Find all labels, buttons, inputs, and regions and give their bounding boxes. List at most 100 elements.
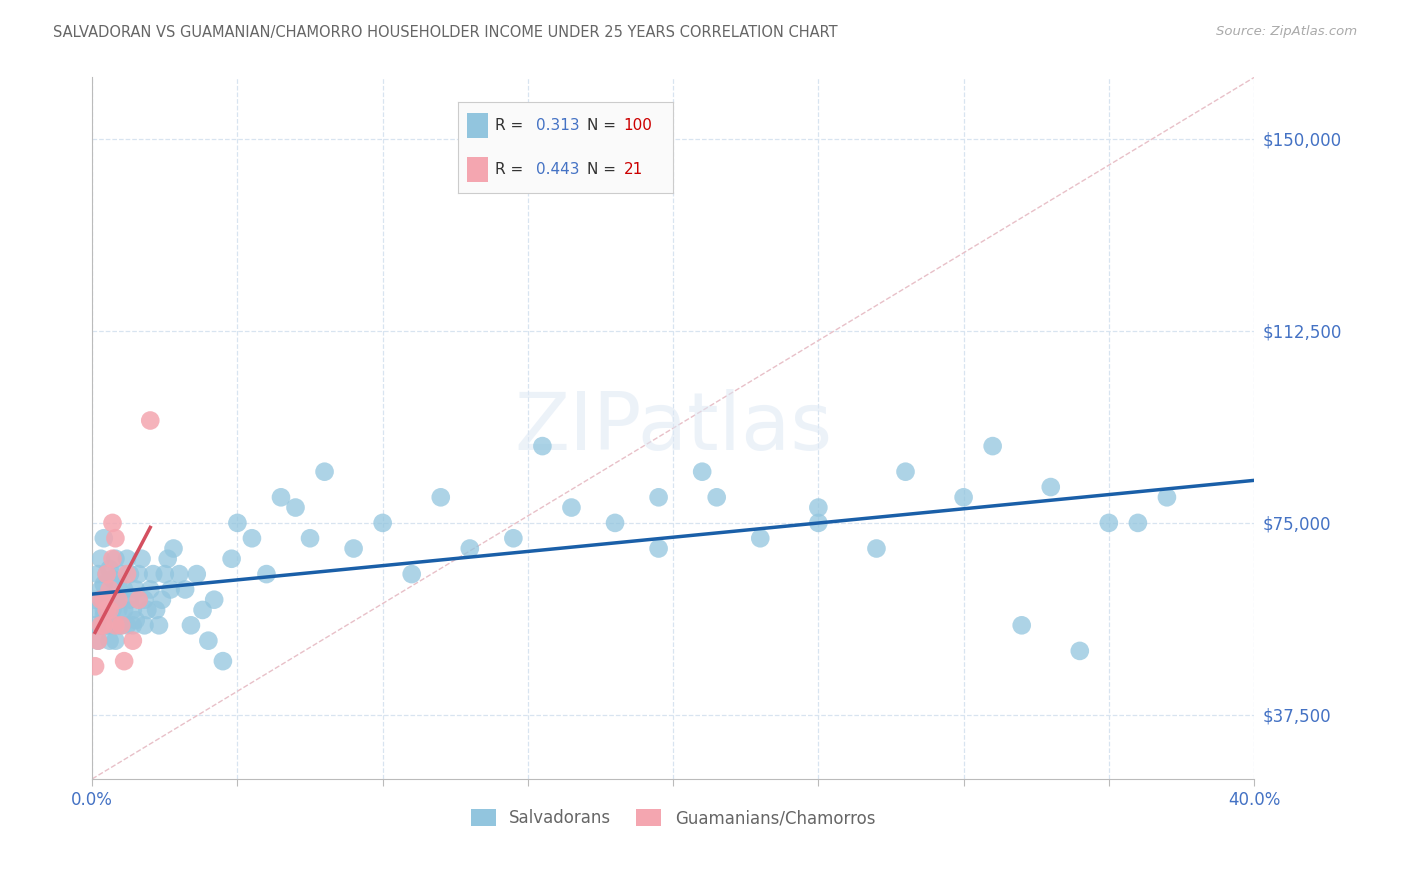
Point <box>84 592 107 607</box>
Point <box>112 654 135 668</box>
Point <box>93 592 115 607</box>
Point <box>221 551 243 566</box>
Point <box>128 567 150 582</box>
Point <box>121 603 143 617</box>
Point <box>156 551 179 566</box>
Point <box>1039 480 1062 494</box>
Point <box>104 531 127 545</box>
Point <box>256 567 278 582</box>
Point <box>647 541 669 556</box>
Point <box>110 592 132 607</box>
Point <box>1011 618 1033 632</box>
Point <box>128 592 150 607</box>
Point <box>159 582 181 597</box>
Point <box>371 516 394 530</box>
Point <box>1156 491 1178 505</box>
Point <box>121 618 143 632</box>
Point <box>90 592 112 607</box>
Point <box>90 592 112 607</box>
Point <box>749 531 772 545</box>
Point <box>107 592 129 607</box>
Point <box>458 541 481 556</box>
Point <box>93 608 115 623</box>
Point <box>90 551 112 566</box>
Point <box>153 567 176 582</box>
Point <box>87 603 110 617</box>
Point <box>104 633 127 648</box>
Point <box>110 618 132 632</box>
Point <box>139 413 162 427</box>
Point <box>1069 644 1091 658</box>
Point <box>342 541 364 556</box>
Point <box>145 603 167 617</box>
Point <box>112 582 135 597</box>
Point <box>110 618 132 632</box>
Legend: Salvadorans, Guamanians/Chamorros: Salvadorans, Guamanians/Chamorros <box>464 802 882 834</box>
Point <box>136 603 159 617</box>
Point <box>186 567 208 582</box>
Point <box>169 567 191 582</box>
Point <box>191 603 214 617</box>
Point <box>101 516 124 530</box>
Point <box>96 603 118 617</box>
Point <box>118 592 141 607</box>
Point <box>1098 516 1121 530</box>
Point <box>93 618 115 632</box>
Point <box>128 592 150 607</box>
Point <box>96 592 118 607</box>
Point <box>107 577 129 591</box>
Point <box>93 603 115 617</box>
Point <box>134 592 156 607</box>
Point <box>894 465 917 479</box>
Point <box>401 567 423 582</box>
Point <box>93 577 115 591</box>
Point <box>647 491 669 505</box>
Point <box>90 582 112 597</box>
Point <box>101 551 124 566</box>
Text: Source: ZipAtlas.com: Source: ZipAtlas.com <box>1216 25 1357 38</box>
Text: SALVADORAN VS GUAMANIAN/CHAMORRO HOUSEHOLDER INCOME UNDER 25 YEARS CORRELATION C: SALVADORAN VS GUAMANIAN/CHAMORRO HOUSEHO… <box>53 25 838 40</box>
Point <box>96 567 118 582</box>
Point <box>174 582 197 597</box>
Point <box>96 603 118 617</box>
Point <box>96 567 118 582</box>
Point <box>142 567 165 582</box>
Point <box>115 618 138 632</box>
Point <box>706 491 728 505</box>
Point <box>807 500 830 515</box>
Point <box>115 551 138 566</box>
Point <box>531 439 554 453</box>
Point <box>121 633 143 648</box>
Point <box>98 618 121 632</box>
Point <box>90 618 112 632</box>
Point <box>84 618 107 632</box>
Point <box>270 491 292 505</box>
Point <box>98 562 121 576</box>
Point <box>101 603 124 617</box>
Point <box>90 618 112 632</box>
Point <box>84 659 107 673</box>
Point <box>197 633 219 648</box>
Point <box>104 551 127 566</box>
Point <box>690 465 713 479</box>
Point <box>87 633 110 648</box>
Text: ZIPatlas: ZIPatlas <box>515 389 832 467</box>
Point <box>865 541 887 556</box>
Point <box>226 516 249 530</box>
Point <box>981 439 1004 453</box>
Point <box>952 491 974 505</box>
Point <box>110 567 132 582</box>
Point <box>112 603 135 617</box>
Point <box>1126 516 1149 530</box>
Point <box>125 582 148 597</box>
Point <box>299 531 322 545</box>
Point <box>125 613 148 627</box>
Point <box>180 618 202 632</box>
Point <box>98 592 121 607</box>
Point <box>148 618 170 632</box>
Point <box>150 592 173 607</box>
Point <box>162 541 184 556</box>
Point <box>202 592 225 607</box>
Point <box>101 592 124 607</box>
Point <box>240 531 263 545</box>
